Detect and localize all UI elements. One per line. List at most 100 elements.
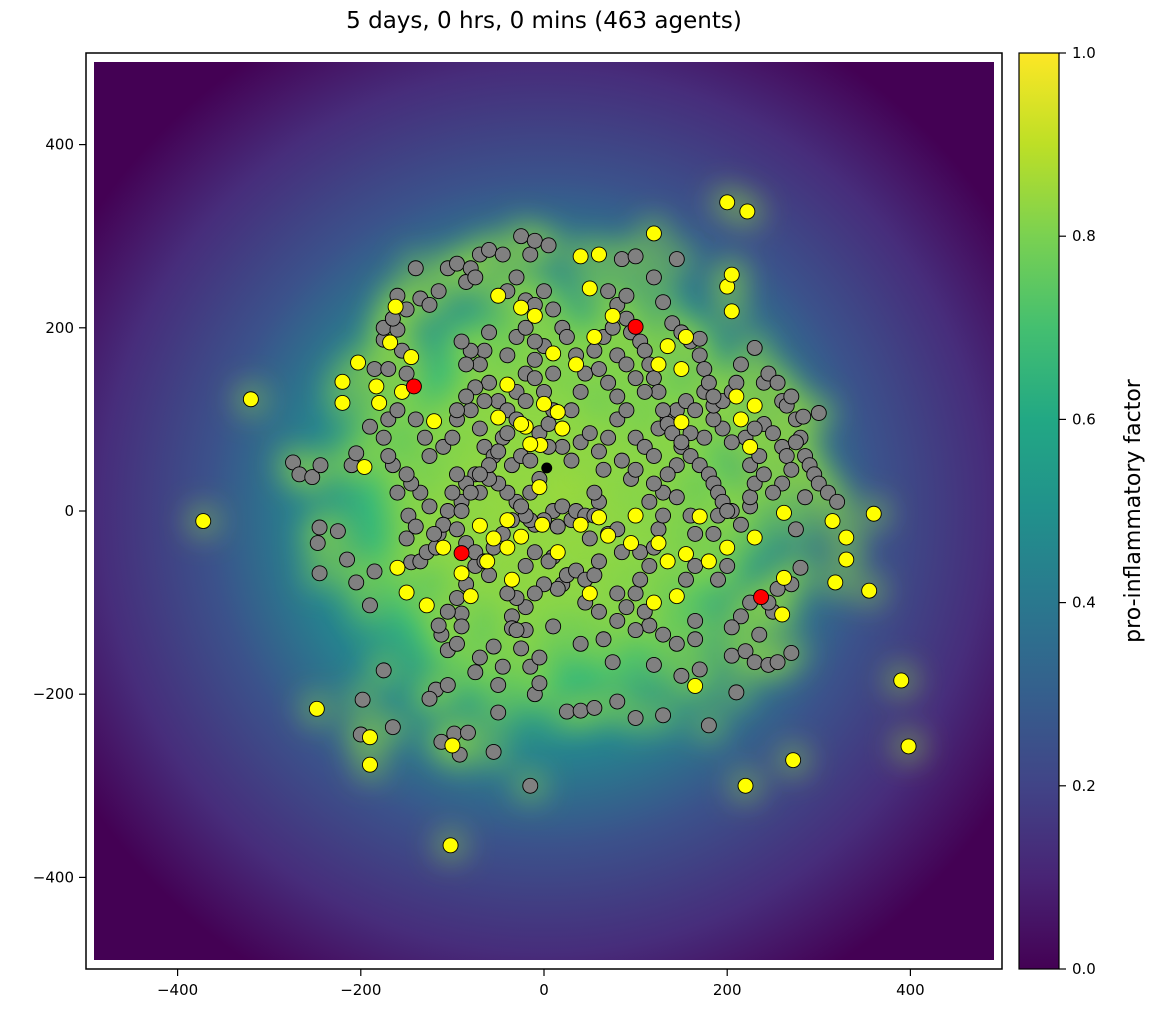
- agent-point-yellow: [308, 700, 325, 717]
- agent-point-gray: [513, 228, 530, 245]
- agent-point-black: [541, 462, 553, 474]
- colorbar-tick-label: 0.4: [1072, 594, 1096, 612]
- agent-point-gray: [558, 329, 575, 345]
- agent-point-yellow: [387, 298, 404, 315]
- agent-point-yellow: [453, 565, 470, 582]
- agent-point-gray: [444, 429, 461, 446]
- agent-point-gray: [366, 361, 383, 377]
- agent-point-gray: [375, 429, 392, 446]
- agent-point-gray: [407, 518, 424, 535]
- agent-point-gray: [449, 635, 465, 652]
- agent-point-yellow: [678, 329, 694, 345]
- agent-point-gray: [398, 466, 415, 483]
- agent-point-gray: [746, 420, 763, 437]
- x-tick-label: 400: [896, 981, 925, 999]
- agent-point-gray: [416, 429, 433, 446]
- agent-point-gray: [591, 553, 607, 570]
- agent-point-gray: [467, 269, 484, 286]
- agent-point-gray: [554, 438, 571, 455]
- agent-point-gray: [329, 523, 346, 540]
- agent-point-gray: [687, 631, 704, 648]
- agent-point-gray: [787, 434, 804, 451]
- agent-point-yellow: [334, 373, 351, 390]
- agent-point-gray: [312, 457, 329, 474]
- agent-point-gray: [723, 619, 740, 636]
- agent-point-gray: [380, 448, 397, 464]
- agent-point-yellow: [645, 225, 662, 242]
- agent-point-yellow: [195, 513, 212, 530]
- agent-point-gray: [636, 342, 653, 359]
- agent-point-gray: [481, 567, 497, 584]
- agent-point-gray: [549, 580, 566, 597]
- agent-point-gray: [389, 484, 406, 501]
- agent-point-gray: [732, 608, 749, 625]
- agent-point-gray: [737, 643, 754, 660]
- agent-point-gray: [462, 484, 479, 501]
- agent-point-red: [453, 545, 470, 562]
- agent-point-gray: [389, 402, 406, 419]
- agent-point-gray: [795, 408, 812, 425]
- agent-point-gray: [407, 260, 424, 277]
- agent-point-gray: [362, 418, 378, 435]
- agent-point-gray: [536, 283, 552, 300]
- agent-point-gray: [655, 507, 672, 524]
- agent-point-gray: [572, 702, 589, 719]
- agent-point-gray: [494, 246, 511, 263]
- agent-point-yellow: [776, 569, 792, 586]
- agent-point-gray: [499, 585, 516, 602]
- agent-point-gray: [655, 626, 672, 643]
- agent-point-gray: [650, 383, 667, 400]
- agent-point-gray: [481, 374, 497, 391]
- y-tick-label: 0: [64, 502, 74, 520]
- x-tick-label: 200: [713, 981, 742, 999]
- agent-point-yellow: [746, 397, 763, 414]
- agent-point-yellow: [334, 394, 351, 411]
- agent-point-yellow: [362, 756, 378, 773]
- agent-point-gray: [600, 374, 617, 391]
- agent-point-gray: [439, 603, 456, 620]
- agent-point-yellow: [568, 356, 585, 373]
- agent-point-gray: [549, 518, 566, 535]
- agent-point-gray: [458, 356, 475, 373]
- agent-point-yellow: [435, 539, 452, 556]
- agent-point-gray: [787, 521, 804, 538]
- agent-point-gray: [398, 365, 415, 382]
- agent-point-gray: [407, 411, 424, 428]
- agent-point-gray: [600, 283, 617, 300]
- agent-point-gray: [645, 656, 662, 673]
- agent-point-gray: [705, 525, 722, 542]
- agent-point-gray: [460, 724, 476, 741]
- agent-point-yellow: [774, 606, 791, 623]
- agent-point-gray: [655, 707, 672, 724]
- agent-point-gray: [581, 530, 598, 547]
- agent-point-gray: [691, 330, 708, 347]
- y-tick-label: 200: [45, 319, 74, 337]
- agent-point-gray: [499, 425, 516, 442]
- agent-point-yellow: [623, 535, 639, 552]
- agent-point-gray: [449, 466, 465, 483]
- agent-point-gray: [765, 425, 781, 442]
- agent-point-yellow: [737, 777, 754, 794]
- agent-point-gray: [705, 411, 722, 428]
- agent-point-gray: [696, 429, 713, 446]
- agent-point-yellow: [572, 516, 589, 533]
- agent-point-gray: [421, 448, 438, 464]
- chart-title: 5 days, 0 hrs, 0 mins (463 agents): [346, 8, 742, 34]
- agent-point-gray: [481, 324, 497, 341]
- agent-point-yellow: [536, 395, 552, 412]
- agent-point-gray: [627, 622, 644, 639]
- agent-point-gray: [517, 393, 534, 410]
- agent-point-gray: [586, 699, 603, 716]
- agent-point-gray: [572, 383, 589, 400]
- agent-point-gray: [783, 461, 800, 478]
- agent-point-yellow: [785, 752, 802, 769]
- agent-point-gray: [471, 466, 488, 483]
- agent-point-gray: [810, 405, 827, 421]
- agent-point-yellow: [403, 349, 420, 366]
- agent-point-yellow: [444, 737, 461, 754]
- agent-point-gray: [618, 402, 635, 419]
- agent-point-gray: [595, 631, 612, 648]
- agent-point-yellow: [426, 413, 443, 430]
- agent-point-gray: [540, 237, 557, 254]
